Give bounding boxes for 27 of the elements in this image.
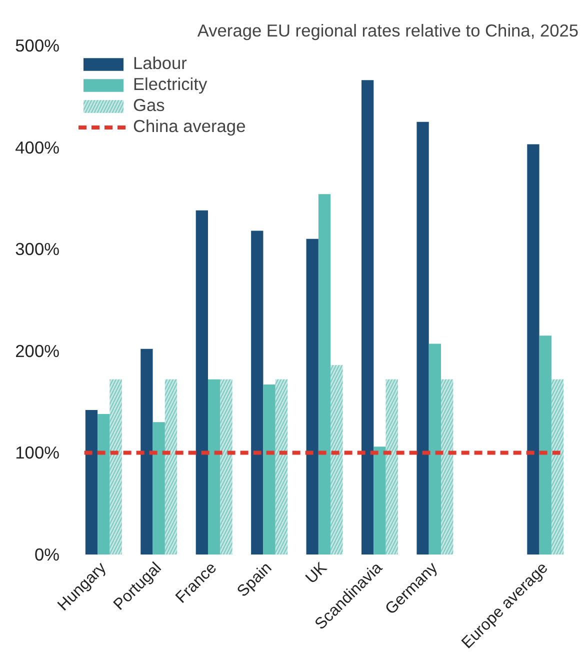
bar <box>361 80 374 554</box>
bar <box>318 194 331 554</box>
bar <box>196 210 208 554</box>
legend-label: Gas <box>133 95 165 116</box>
y-tick-label: 0% <box>34 544 60 564</box>
y-tick-label: 100% <box>15 442 60 463</box>
chart-title: Average EU regional rates relative to China, 2025 <box>197 20 579 40</box>
bar <box>251 230 264 554</box>
y-tick-label: 300% <box>15 239 60 260</box>
bar <box>140 348 153 554</box>
bar <box>152 422 165 554</box>
bar <box>539 336 552 554</box>
y-tick-label: 200% <box>15 340 60 361</box>
legend-label: Electricity <box>133 74 208 95</box>
bar <box>416 122 429 554</box>
bar <box>374 446 386 554</box>
bar <box>527 144 540 554</box>
bar <box>263 384 276 554</box>
bar <box>428 344 442 554</box>
y-tick-label: 500% <box>15 36 60 56</box>
bar <box>98 414 110 554</box>
legend-label: China average <box>133 116 246 137</box>
bar <box>208 379 220 554</box>
y-tick-label: 400% <box>15 137 60 158</box>
legend-label: Labour <box>133 53 187 74</box>
bar <box>85 410 98 554</box>
bar <box>306 238 318 554</box>
